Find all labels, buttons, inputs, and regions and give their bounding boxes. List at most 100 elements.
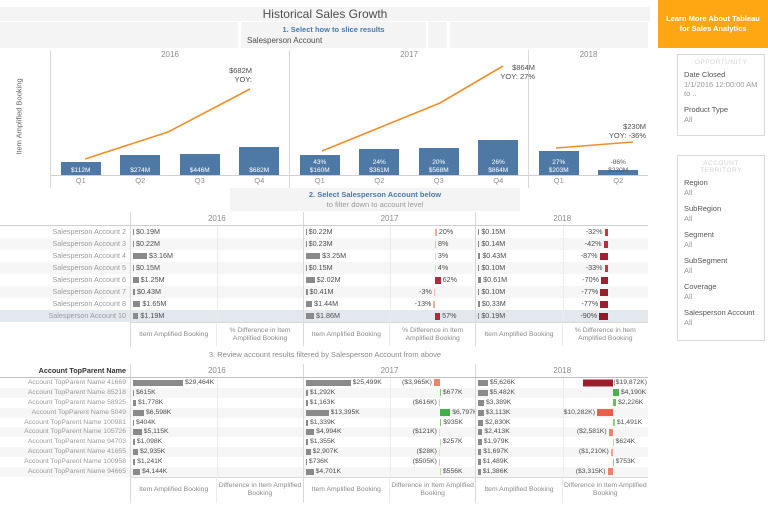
- yoy-annotation-2017: $864M YOY: 27%: [500, 63, 535, 81]
- salesperson-row[interactable]: Salesperson Account 3 $0.22M $0.23M 8% $0.14…: [0, 238, 648, 250]
- account-row[interactable]: Account TopParent Name 41669 $29,464K $25,…: [0, 378, 648, 388]
- booking-bar: [478, 449, 482, 456]
- account-row[interactable]: Account TopParent Name 5049 $6,598K $13,39…: [0, 407, 648, 418]
- filter-field-date-closed[interactable]: Date Closed 1/1/2016 12:00:00 AM to ..: [684, 70, 758, 98]
- bar-value-label: $230M: [608, 166, 629, 174]
- difference-bar: [434, 276, 441, 284]
- difference-value: $4,190K: [620, 388, 647, 396]
- filter-field-subsegment[interactable]: SubSegment All: [684, 256, 758, 275]
- booking-value: $1,292K: [309, 388, 336, 396]
- account-row[interactable]: Account TopParent Name 105726 $5,115K $4,9…: [0, 427, 648, 438]
- bar-slot: -86% $230M: [589, 63, 649, 175]
- account-row[interactable]: Account TopParent Name 100958 $1,241K $736…: [0, 457, 648, 468]
- account-row[interactable]: Account TopParent Name 85218 $615K $1,292K…: [0, 387, 648, 398]
- account-row[interactable]: Account TopParent Name 58925 $1,778K $1,16…: [0, 397, 648, 408]
- opportunity-filter-panel: OPPORTUNITY Date Closed 1/1/2016 12:00:00 …: [677, 54, 765, 136]
- diff-neg-wrap: -33%: [586, 262, 608, 274]
- booking-value: $2,413K: [484, 428, 510, 436]
- booking-cell: $4,701K: [302, 467, 390, 477]
- diff-pos-wrap: $2,226K: [612, 398, 643, 408]
- diff-pos-wrap: $4,190K: [612, 388, 647, 398]
- bar-labels: 26% $864M: [468, 159, 528, 174]
- year-panel-2016: 2016 $112M $274M $446M $682M Q1 Q2 Q3 Q4: [50, 50, 289, 188]
- account-row[interactable]: Account TopParent Name 94665 $4,144K $4,70…: [0, 467, 648, 477]
- difference-value: -13%: [414, 299, 432, 308]
- difference-value: 3%: [437, 251, 449, 260]
- quarter-bar-2018-Q1[interactable]: 27% $203M: [538, 151, 579, 175]
- filter-field-subregion[interactable]: SubRegion All: [684, 204, 758, 223]
- booking-bar: [478, 429, 483, 436]
- bar-labels: $682M: [229, 167, 289, 175]
- difference-cell: $935K: [389, 417, 475, 428]
- booking-cell: $1,355K: [302, 437, 390, 448]
- table-footer-row: Item Amplified Booking Difference in Item…: [0, 476, 648, 503]
- difference-value: ($616K): [412, 398, 437, 406]
- booking-cell: $3.25M: [302, 250, 390, 262]
- bar-value-label: $203M: [548, 166, 569, 174]
- difference-value: ($3,315K): [575, 468, 606, 475]
- account-topparent-name: Account TopParent Name 100981: [24, 418, 126, 426]
- salesperson-row[interactable]: Salesperson Account 10 $1.19M $1.86M 57% $0.…: [0, 310, 648, 322]
- booking-value: $4,701K: [315, 468, 341, 476]
- quarter-bar-2017-Q2[interactable]: 24% $361M: [359, 149, 400, 175]
- quarter-bar-2017-Q1[interactable]: 43% $160M: [299, 155, 340, 175]
- table-footer-row: Item Amplified Booking% Difference in It…: [0, 322, 648, 346]
- quarter-bar-2016-Q1[interactable]: $112M: [60, 162, 101, 175]
- salesperson-row[interactable]: Salesperson Account 2 $0.19M $0.22M 20% $0.1…: [0, 226, 648, 238]
- booking-cell: $0.61M: [475, 274, 562, 286]
- account-row[interactable]: Account TopParent Name 41655 $2,935K $2,90…: [0, 447, 648, 458]
- diff-neg-wrap: -77%: [582, 286, 608, 298]
- filter-field-segment[interactable]: Segment All: [684, 230, 758, 249]
- account-row[interactable]: Account TopParent Name 94703 $1,098K $1,35…: [0, 437, 648, 448]
- booking-value: $3.25M: [322, 251, 347, 260]
- salesperson-account-dropdown[interactable]: Salesperson Account: [247, 36, 323, 45]
- account-topparent-table: Account TopParent Name 2016 2017 2018 Accoun…: [0, 364, 648, 503]
- difference-cell: [217, 447, 302, 458]
- footer-spacer: [0, 322, 130, 334]
- salesperson-row[interactable]: Salesperson Account 8 $1.65M $1.44M -13% $0.…: [0, 298, 648, 310]
- salesperson-row[interactable]: Salesperson Account 6 $1.25M $2.02M 62% $0.6…: [0, 274, 648, 286]
- bar-value-label: $361M: [369, 166, 390, 174]
- booking-cell: $736K: [302, 457, 390, 468]
- difference-cell: [217, 298, 302, 310]
- step1-title: 1. Select how to slice results: [282, 25, 385, 34]
- difference-bar: [604, 264, 608, 272]
- booking-value: $1,697K: [483, 448, 509, 456]
- column-footer: Item Amplified Booking: [475, 476, 562, 503]
- salesperson-row[interactable]: Salesperson Account 7 $0.43M $0.41M -3% $0.1…: [0, 286, 648, 298]
- booking-value: $0.43M: [137, 287, 161, 296]
- salesperson-row[interactable]: Salesperson Account 5 $0.15M $0.15M 4% $0.10…: [0, 262, 648, 274]
- account-topparent-name: Account TopParent Name 94665: [27, 468, 126, 476]
- diff-neg-wrap: -13%: [415, 298, 435, 310]
- difference-bar: [438, 428, 440, 436]
- quarter-bar-2017-Q3[interactable]: 20% $568M: [418, 148, 459, 175]
- difference-cell: ($1,210K): [562, 447, 648, 458]
- table-header-row: 2016 2017 2018: [0, 212, 648, 226]
- quarter-bar-2018-Q2[interactable]: -86% $230M: [598, 159, 639, 175]
- booking-value: $5,482K: [489, 388, 515, 396]
- cta-button[interactable]: Learn More About Tableau for Sales Analy…: [658, 0, 768, 48]
- difference-bar: [434, 228, 437, 236]
- booking-value: $4,144K: [142, 468, 168, 476]
- bars-area: $112M $274M $446M $682M: [51, 63, 289, 176]
- salesperson-row[interactable]: Salesperson Account 4 $3.16M $3.25M 3% $0.43…: [0, 250, 648, 262]
- booking-value: $1,979K: [483, 438, 510, 446]
- annotation-line: $230M: [623, 122, 646, 131]
- difference-bar: [610, 448, 613, 456]
- filter-field-region[interactable]: Region All: [684, 178, 758, 197]
- quarter-bar-2016-Q3[interactable]: $446M: [179, 154, 220, 175]
- account-row[interactable]: Account TopParent Name 100981 $404K $1,339…: [0, 417, 648, 428]
- filter-field-salesperson-account[interactable]: Salesperson Account All: [684, 308, 758, 327]
- booking-value: $13,395K: [330, 408, 360, 416]
- quarter-bar-2016-Q2[interactable]: $274M: [120, 155, 161, 175]
- filter-field-coverage[interactable]: Coverage All: [684, 282, 758, 301]
- booking-cell: $2,935K: [130, 447, 217, 458]
- booking-cell: $1,778K: [130, 397, 217, 408]
- filter-field-product-type[interactable]: Product Type All: [684, 105, 758, 124]
- difference-cell: ($28K): [389, 447, 475, 458]
- quarter-bar-2017-Q4[interactable]: 26% $864M: [478, 140, 519, 175]
- booking-bar: [133, 253, 147, 259]
- booking-value: $1,778K: [138, 398, 164, 406]
- booking-cell: $3,113K: [475, 407, 562, 418]
- quarter-bar-2016-Q4[interactable]: $682M: [239, 147, 280, 175]
